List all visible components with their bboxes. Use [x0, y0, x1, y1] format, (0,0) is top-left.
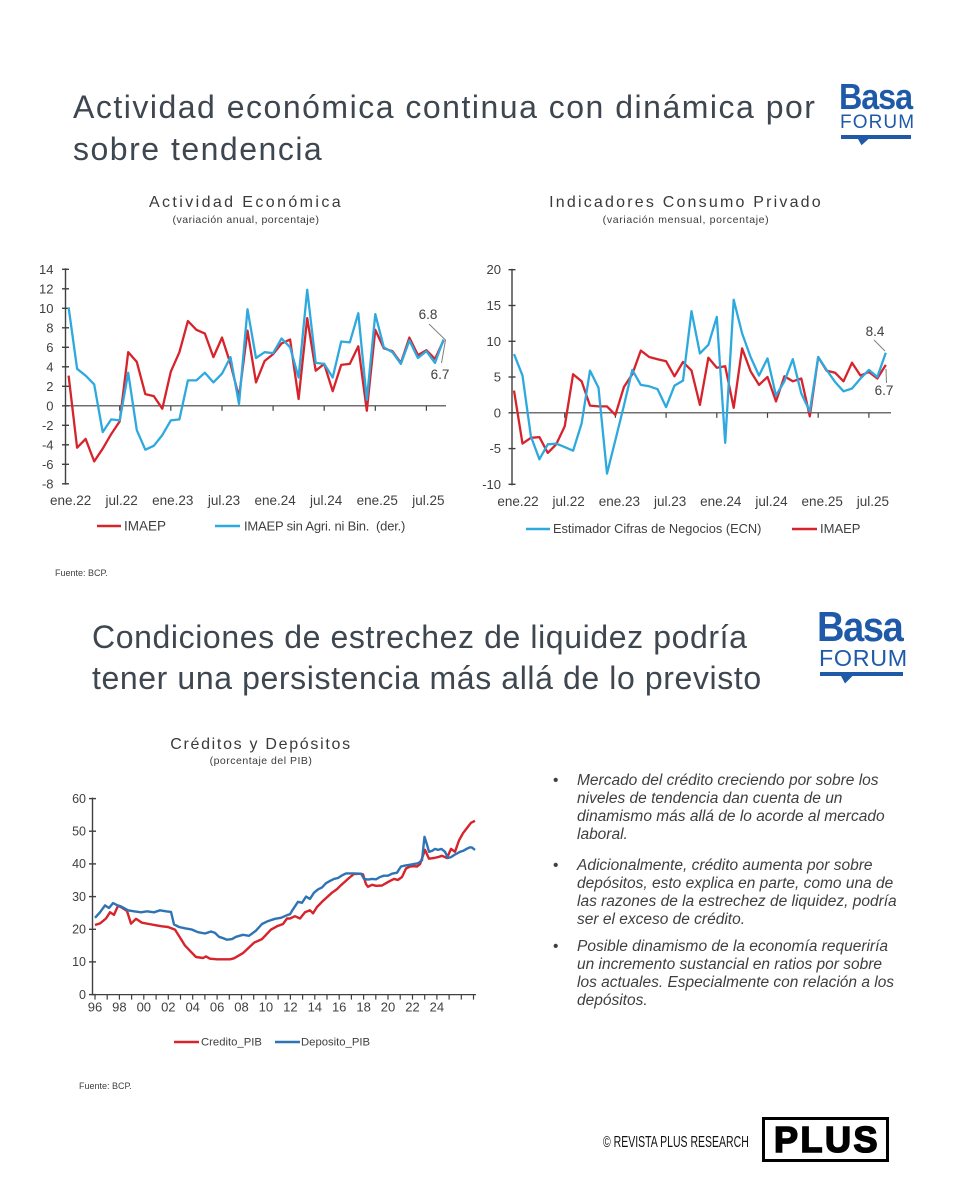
- svg-text:IMAEP: IMAEP: [124, 519, 166, 534]
- svg-text:15: 15: [487, 298, 501, 313]
- svg-text:IMAEP sin Agri. ni Bin. (der.: IMAEP sin Agri. ni Bin. (der.): [244, 519, 405, 534]
- svg-text:6: 6: [46, 340, 53, 355]
- svg-text:6.7: 6.7: [431, 367, 450, 382]
- svg-text:Credito_PIB: Credito_PIB: [201, 1037, 262, 1049]
- svg-text:08: 08: [234, 1000, 248, 1015]
- svg-text:jul.25: jul.25: [411, 493, 444, 508]
- svg-text:6.7: 6.7: [875, 383, 894, 398]
- svg-text:jul.25: jul.25: [856, 494, 889, 509]
- svg-text:jul.22: jul.22: [105, 493, 138, 508]
- svg-text:50: 50: [72, 825, 86, 839]
- svg-text:jul.24: jul.24: [309, 493, 343, 508]
- svg-text:ene.23: ene.23: [599, 494, 640, 509]
- svg-text:20: 20: [487, 262, 501, 277]
- svg-text:14: 14: [39, 262, 53, 277]
- svg-text:8.4: 8.4: [866, 324, 885, 339]
- svg-text:-5: -5: [489, 441, 501, 456]
- svg-text:jul.24: jul.24: [754, 494, 788, 509]
- svg-text:16: 16: [332, 1000, 346, 1015]
- svg-text:10: 10: [39, 301, 53, 316]
- svg-text:ene.22: ene.22: [497, 494, 538, 509]
- svg-text:8: 8: [46, 320, 53, 335]
- svg-text:04: 04: [185, 1000, 199, 1015]
- svg-text:20: 20: [381, 1000, 395, 1015]
- svg-text:2: 2: [46, 379, 53, 394]
- svg-text:98: 98: [112, 1000, 126, 1015]
- svg-text:-2: -2: [42, 418, 54, 433]
- svg-text:ene.23: ene.23: [152, 493, 193, 508]
- svg-text:jul.23: jul.23: [653, 494, 686, 509]
- svg-text:6.8: 6.8: [419, 307, 438, 322]
- svg-text:12: 12: [39, 281, 53, 296]
- svg-text:-4: -4: [42, 437, 54, 452]
- svg-text:14: 14: [308, 1000, 322, 1015]
- svg-text:-8: -8: [42, 476, 54, 491]
- svg-text:18: 18: [356, 1000, 370, 1015]
- svg-text:12: 12: [283, 1000, 297, 1015]
- svg-text:ene.25: ene.25: [357, 493, 398, 508]
- svg-text:ene.22: ene.22: [50, 493, 91, 508]
- svg-text:4: 4: [46, 359, 53, 374]
- svg-text:24: 24: [430, 1000, 444, 1015]
- svg-text:-6: -6: [42, 457, 54, 472]
- svg-text:10: 10: [487, 334, 501, 349]
- svg-text:jul.22: jul.22: [552, 494, 585, 509]
- svg-text:22: 22: [405, 1000, 419, 1015]
- svg-text:10: 10: [259, 1000, 273, 1015]
- svg-text:30: 30: [72, 890, 86, 904]
- svg-text:00: 00: [137, 1000, 151, 1015]
- svg-text:Estimador Cifras de Negocios (: Estimador Cifras de Negocios (ECN): [553, 521, 761, 536]
- svg-text:-10: -10: [482, 477, 501, 492]
- svg-text:ene.24: ene.24: [254, 493, 296, 508]
- svg-text:96: 96: [88, 1000, 102, 1015]
- svg-text:IMAEP: IMAEP: [820, 521, 860, 536]
- svg-text:10: 10: [72, 955, 86, 969]
- svg-text:ene.24: ene.24: [700, 494, 742, 509]
- svg-text:ene.25: ene.25: [802, 494, 843, 509]
- svg-text:0: 0: [46, 398, 53, 413]
- svg-text:20: 20: [72, 923, 86, 937]
- svg-text:40: 40: [72, 857, 86, 871]
- svg-text:60: 60: [72, 792, 86, 806]
- svg-text:06: 06: [210, 1000, 224, 1015]
- svg-text:jul.23: jul.23: [207, 493, 240, 508]
- svg-text:02: 02: [161, 1000, 175, 1015]
- svg-text:0: 0: [79, 988, 86, 1002]
- svg-text:0: 0: [494, 405, 501, 420]
- svg-text:5: 5: [494, 370, 501, 385]
- svg-text:Deposito_PIB: Deposito_PIB: [301, 1037, 370, 1049]
